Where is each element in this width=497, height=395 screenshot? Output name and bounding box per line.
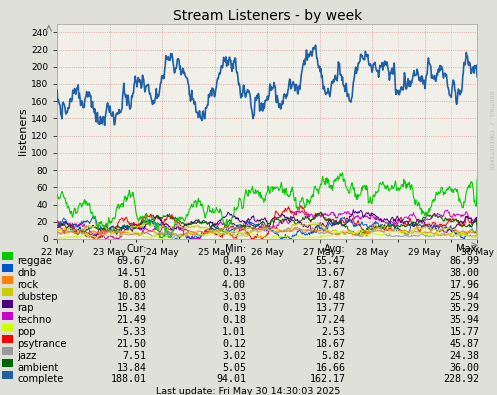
Text: 3.03: 3.03 — [222, 292, 246, 301]
Text: 15.34: 15.34 — [117, 303, 147, 313]
Text: reggae: reggae — [17, 256, 52, 266]
Text: 55.47: 55.47 — [316, 256, 345, 266]
Text: 162.17: 162.17 — [310, 374, 345, 384]
Text: 4.00: 4.00 — [222, 280, 246, 290]
Text: dubstep: dubstep — [17, 292, 58, 301]
Text: 38.00: 38.00 — [450, 268, 480, 278]
Text: 3.02: 3.02 — [222, 351, 246, 361]
Text: 86.99: 86.99 — [450, 256, 480, 266]
Text: complete: complete — [17, 374, 64, 384]
Text: 94.01: 94.01 — [216, 374, 246, 384]
Text: 1.01: 1.01 — [222, 327, 246, 337]
Text: 14.51: 14.51 — [117, 268, 147, 278]
Text: 0.18: 0.18 — [222, 315, 246, 325]
Text: 45.87: 45.87 — [450, 339, 480, 349]
Text: RRDTOOL / TOBIOETIKER: RRDTOOL / TOBIOETIKER — [488, 91, 493, 170]
Text: 35.94: 35.94 — [450, 315, 480, 325]
Text: pop: pop — [17, 327, 36, 337]
Text: 228.92: 228.92 — [444, 374, 480, 384]
Text: 5.33: 5.33 — [123, 327, 147, 337]
Text: 7.51: 7.51 — [123, 351, 147, 361]
Text: 5.05: 5.05 — [222, 363, 246, 372]
Text: 10.48: 10.48 — [316, 292, 345, 301]
Y-axis label: listeners: listeners — [18, 107, 28, 155]
Text: 69.67: 69.67 — [117, 256, 147, 266]
Text: 17.24: 17.24 — [316, 315, 345, 325]
Text: 13.84: 13.84 — [117, 363, 147, 372]
Text: 21.49: 21.49 — [117, 315, 147, 325]
Text: 2.53: 2.53 — [322, 327, 345, 337]
Text: 17.96: 17.96 — [450, 280, 480, 290]
Text: ambient: ambient — [17, 363, 59, 372]
Text: 0.12: 0.12 — [222, 339, 246, 349]
Text: 18.67: 18.67 — [316, 339, 345, 349]
Text: 36.00: 36.00 — [450, 363, 480, 372]
Text: 5.82: 5.82 — [322, 351, 345, 361]
Text: 24.38: 24.38 — [450, 351, 480, 361]
Text: 10.83: 10.83 — [117, 292, 147, 301]
Text: 188.01: 188.01 — [111, 374, 147, 384]
Text: Avg:: Avg: — [324, 244, 345, 254]
Text: dnb: dnb — [17, 268, 36, 278]
Text: 21.50: 21.50 — [117, 339, 147, 349]
Text: Min:: Min: — [225, 244, 246, 254]
Text: Cur:: Cur: — [126, 244, 147, 254]
Text: 15.77: 15.77 — [450, 327, 480, 337]
Text: rock: rock — [17, 280, 39, 290]
Text: techno: techno — [17, 315, 52, 325]
Text: rap: rap — [17, 303, 34, 313]
Text: 8.00: 8.00 — [123, 280, 147, 290]
Title: Stream Listeners - by week: Stream Listeners - by week — [172, 9, 362, 23]
Text: 0.49: 0.49 — [222, 256, 246, 266]
Text: 13.77: 13.77 — [316, 303, 345, 313]
Text: Last update: Fri May 30 14:30:03 2025: Last update: Fri May 30 14:30:03 2025 — [157, 387, 340, 395]
Text: jazz: jazz — [17, 351, 37, 361]
Text: 7.87: 7.87 — [322, 280, 345, 290]
Text: psytrance: psytrance — [17, 339, 67, 349]
Text: 13.67: 13.67 — [316, 268, 345, 278]
Text: 0.13: 0.13 — [222, 268, 246, 278]
Text: 16.66: 16.66 — [316, 363, 345, 372]
Text: Max:: Max: — [456, 244, 480, 254]
Text: 0.19: 0.19 — [222, 303, 246, 313]
Text: 25.94: 25.94 — [450, 292, 480, 301]
Text: 35.29: 35.29 — [450, 303, 480, 313]
